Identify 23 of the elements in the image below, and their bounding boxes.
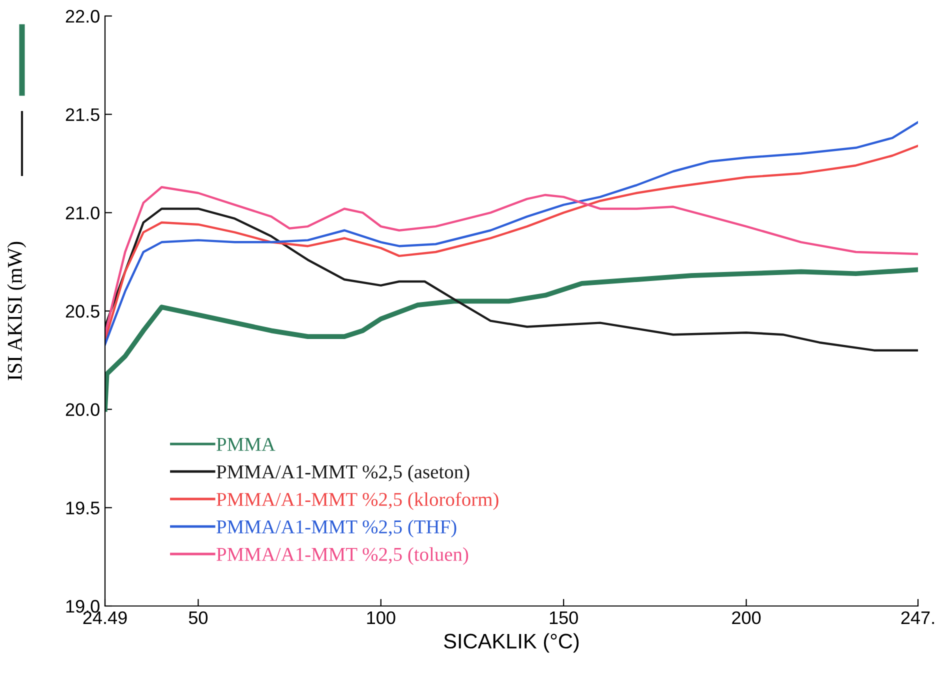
- x-tick-label: 150: [550, 611, 578, 624]
- y-tick-label: 19.5: [66, 502, 100, 514]
- legend-label: PMMA/A1-MMT %2,5 (kloroform): [216, 492, 498, 510]
- y-tick-label: 21.5: [66, 108, 100, 122]
- x-tick-label: 100: [367, 611, 396, 624]
- x-axis-title: SICAKLIK (°C): [444, 633, 579, 653]
- line-series: [105, 267, 918, 412]
- legend-label: PMMA/A1-MMT %2,5 (toluen): [216, 547, 468, 565]
- legend-label: PMMA: [216, 438, 276, 451]
- y-tick-label: 20.0: [66, 403, 100, 416]
- x-tick-label: 247.: [901, 611, 934, 624]
- x-tick-label: 50: [188, 611, 208, 624]
- y-tick-label: 20.5: [66, 304, 100, 318]
- y-tick-label: 19.0: [66, 600, 100, 613]
- x-tick-label: 24.49: [83, 611, 127, 624]
- legend-label: PMMA/A1-MMT %2,5 (THF): [216, 520, 456, 538]
- line-series: [105, 186, 918, 336]
- y-tick-label: 21.0: [66, 206, 100, 220]
- line-series: [105, 208, 918, 352]
- y-axis-title: ISI AKISI (mW): [7, 242, 26, 380]
- x-tick-label: 200: [732, 611, 761, 624]
- legend-label: PMMA/A1-MMT %2,5 (aseton): [216, 464, 470, 482]
- y-tick-label: 22.0: [66, 10, 100, 23]
